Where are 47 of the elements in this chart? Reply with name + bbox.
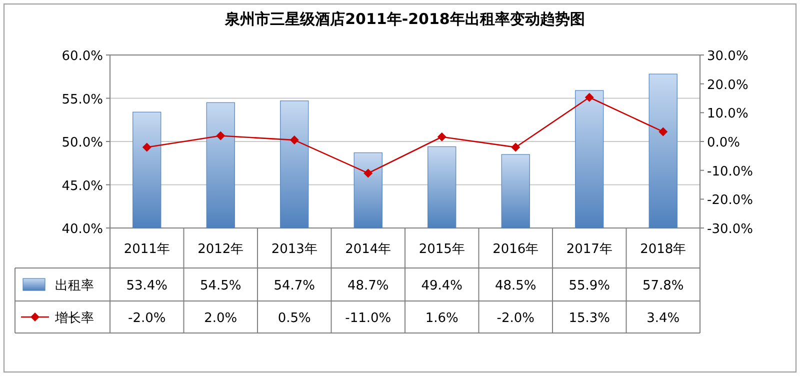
data-label: 0.5% xyxy=(278,311,311,326)
y2-tick-label: 10.0% xyxy=(707,106,748,122)
point xyxy=(437,132,446,142)
x-tick-label: 2015年 xyxy=(418,242,465,257)
y-tick-label: 55.0% xyxy=(62,92,103,108)
data-label: 54.7% xyxy=(274,278,316,294)
x-tick-label: 2017年 xyxy=(566,242,612,257)
legend-label: 增长率 xyxy=(54,310,94,326)
x-tick-label: 2016年 xyxy=(492,242,539,257)
y-tick-label: 40.0% xyxy=(62,222,103,237)
y2-tick-label: 20.0% xyxy=(707,78,748,93)
point xyxy=(216,131,226,140)
data-label: 48.5% xyxy=(494,278,536,294)
legend-label: 出租率 xyxy=(55,278,94,294)
data-label: -11.0% xyxy=(345,311,392,326)
x-tick-label: 2013年 xyxy=(271,242,318,257)
data-label: 2.0% xyxy=(204,311,238,326)
data-label: 3.4% xyxy=(646,311,680,326)
x-tick-label: 2014年 xyxy=(345,242,392,257)
x-tick-label: 2011年 xyxy=(124,242,170,257)
x-tick-label: 2012年 xyxy=(198,242,244,257)
point xyxy=(511,142,520,152)
y2-tick-label: -20.0% xyxy=(707,193,753,208)
data-label: 1.6% xyxy=(425,311,458,326)
point xyxy=(364,168,373,178)
y2-tick-label: 30.0% xyxy=(707,49,748,64)
data-label: -2.0% xyxy=(128,311,166,326)
point xyxy=(584,92,594,102)
y2-tick-label: -10.0% xyxy=(707,164,753,180)
y-tick-label: 45.0% xyxy=(62,178,103,194)
data-label: 48.7% xyxy=(347,278,389,294)
data-label: 57.8% xyxy=(642,278,684,294)
y2-tick-label: -30.0% xyxy=(707,222,753,237)
x-tick-label: 2018年 xyxy=(640,242,686,257)
data-label: -2.0% xyxy=(496,311,534,326)
data-label: 55.9% xyxy=(568,278,610,294)
y-tick-label: 50.0% xyxy=(62,136,103,150)
data-label: 53.4% xyxy=(126,278,168,294)
point xyxy=(290,136,299,145)
data-label: 54.5% xyxy=(200,278,242,294)
point xyxy=(142,142,152,152)
data-label: 15.3% xyxy=(568,311,610,326)
data-label: 49.4% xyxy=(421,278,463,294)
y2-tick-label: 0.0% xyxy=(707,136,740,150)
point xyxy=(658,127,668,136)
chart-title: 泉州市三星级酒店2011年-2018年出租率变动趋势图 xyxy=(224,10,585,28)
y-tick-label: 60.0% xyxy=(62,49,103,64)
